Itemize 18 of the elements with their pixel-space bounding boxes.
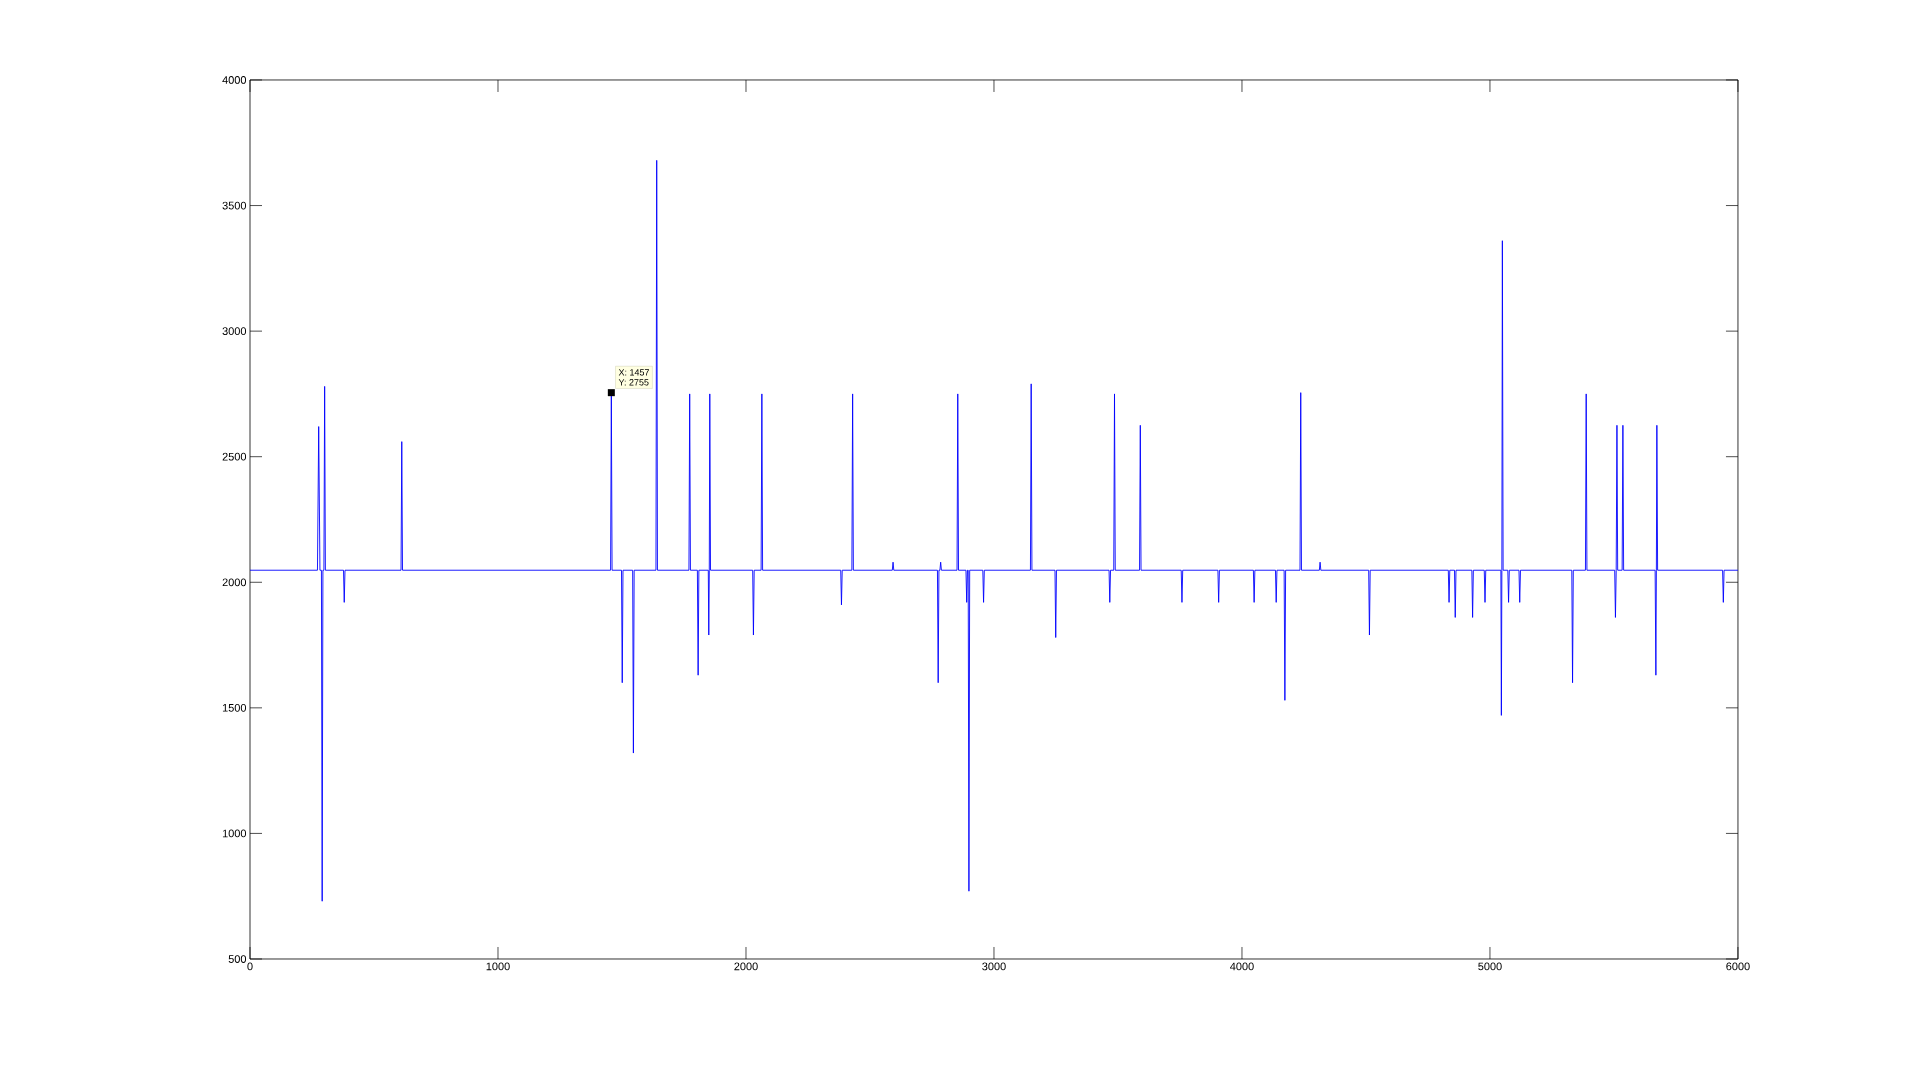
y-tick-label: 1500 — [222, 703, 247, 712]
x-tick-label: 5000 — [1478, 962, 1502, 971]
y-tick-label: 3500 — [222, 201, 247, 210]
y-tick-label: 1000 — [222, 829, 247, 838]
annotation: X: 1457 — [618, 369, 649, 376]
x-tick-label: 0 — [247, 962, 253, 971]
x-tick-label: 1000 — [486, 962, 510, 971]
annotation: Y: 2755 — [618, 379, 649, 386]
x-tick-label: 4000 — [1230, 962, 1254, 971]
x-tick-label: 3000 — [982, 962, 1006, 971]
y-tick-label: 500 — [228, 955, 247, 963]
y-tick-label: 2500 — [222, 452, 247, 461]
x-tick-label: 6000 — [1726, 962, 1750, 971]
y-tick-label: 3000 — [222, 327, 247, 336]
y-tick-label: 4000 — [222, 76, 247, 84]
y-tick-label: 2000 — [222, 578, 247, 587]
x-tick-label: 2000 — [734, 962, 758, 971]
line-series — [250, 159, 1738, 902]
